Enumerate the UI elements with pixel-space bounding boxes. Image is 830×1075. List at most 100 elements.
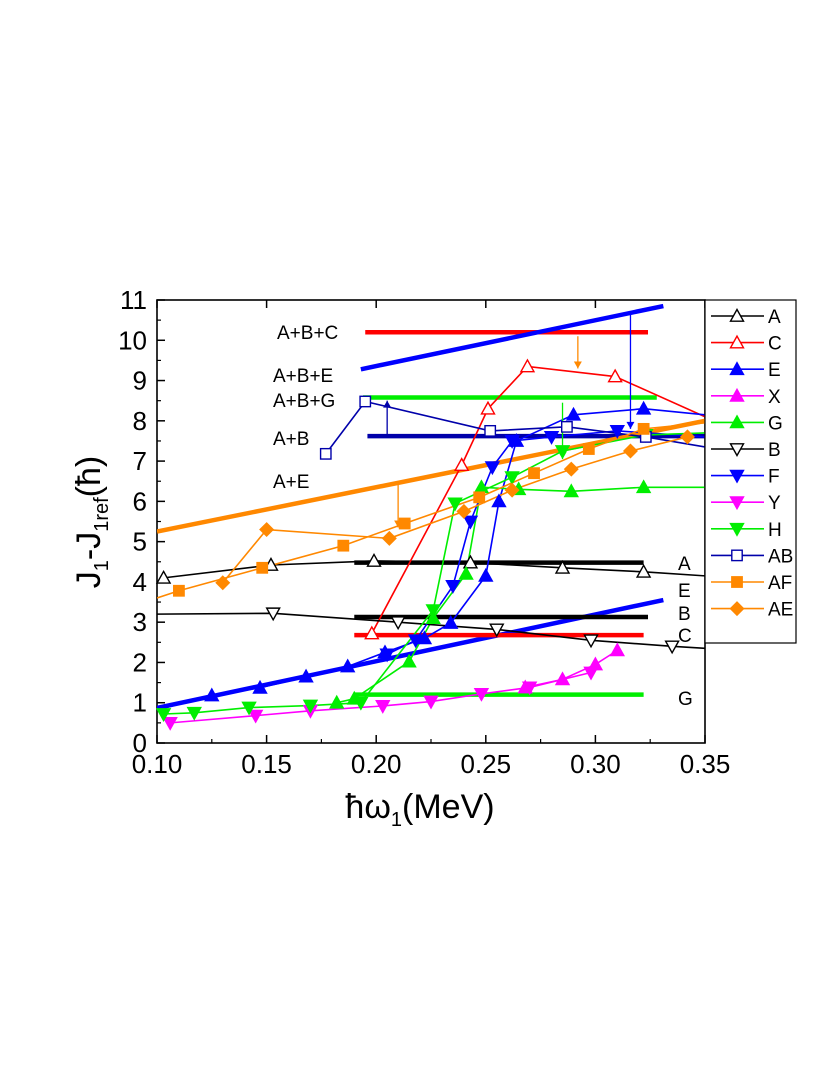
data-point-h xyxy=(554,445,571,459)
annotation-arrow-head xyxy=(383,400,392,408)
reference-label-g: G xyxy=(678,689,693,710)
data-point-e xyxy=(298,668,314,683)
data-point-af xyxy=(637,422,650,435)
data-point-y xyxy=(473,687,490,702)
data-point-f xyxy=(379,648,395,663)
data-point-a xyxy=(554,559,571,574)
data-point-a xyxy=(462,554,479,569)
data-point-ab xyxy=(359,395,372,408)
y-tick-label: 5 xyxy=(133,527,147,557)
data-point-g xyxy=(329,694,345,709)
legend-label-x: X xyxy=(768,387,781,408)
y-tick-label: 8 xyxy=(133,406,147,436)
legend-label-e: E xyxy=(768,360,781,381)
data-point-e xyxy=(252,679,268,694)
legend-label-f: F xyxy=(768,467,780,488)
legend-label-b: B xyxy=(768,440,781,461)
y-title-minus-j: -J xyxy=(70,532,108,560)
data-point-b xyxy=(583,634,599,649)
legend-marker-h xyxy=(729,522,745,537)
data-point-c xyxy=(607,368,623,383)
data-point-c xyxy=(364,625,380,640)
y-tick-label: 7 xyxy=(133,446,147,476)
series-line-c xyxy=(371,365,705,634)
axis-ticks: 0.10 0.15 0.20 0.25 0.30 0.35 0 1 2 3 4 5 6 7 8 9 10 11 xyxy=(118,285,730,779)
data-point-ae xyxy=(504,482,520,498)
x-tick-label: 0.10 xyxy=(132,749,183,779)
data-point-ab xyxy=(319,447,332,460)
y-tick-label: 11 xyxy=(120,285,147,315)
data-point-b xyxy=(664,640,680,655)
y-title-j1: J xyxy=(70,571,108,588)
data-point-x xyxy=(554,671,571,686)
data-point-f xyxy=(407,634,424,649)
data-point-e xyxy=(478,567,494,582)
data-point-y xyxy=(247,709,264,724)
series-line-ae xyxy=(222,436,688,584)
y-tick-label: 2 xyxy=(133,647,147,677)
data-point-h xyxy=(504,471,520,486)
data-point-g xyxy=(401,653,417,668)
data-point-ae xyxy=(679,429,695,445)
data-point-h xyxy=(186,706,202,721)
series-line-ab xyxy=(325,400,705,455)
legend-marker-b xyxy=(729,443,745,457)
legend-marker-c xyxy=(729,334,745,349)
legend-marker-af xyxy=(731,576,743,588)
reference-label-a-b: A+B xyxy=(273,429,309,450)
data-point-af xyxy=(582,443,595,455)
data-point-ab xyxy=(484,424,497,437)
data-point-f xyxy=(462,515,479,530)
series-markers xyxy=(155,358,695,731)
annotation-arrow-head xyxy=(626,421,635,429)
svg-text:J1-J1ref(ħ): J1-J1ref(ħ) xyxy=(70,456,113,588)
data-point-g xyxy=(458,565,474,580)
reference-label-a-b-e: A+B+E xyxy=(273,366,333,387)
data-point-b xyxy=(489,623,505,638)
data-point-h xyxy=(447,497,463,512)
legend-marker-a xyxy=(729,308,745,322)
data-point-y xyxy=(423,695,439,710)
data-point-a xyxy=(366,553,382,567)
data-point-ae xyxy=(259,522,275,538)
data-point-x xyxy=(609,642,626,657)
x-axis-title-main: ħω xyxy=(345,788,390,826)
y-title-sub2: 1ref xyxy=(91,497,113,532)
data-point-b xyxy=(390,616,406,631)
data-point-c xyxy=(453,457,470,472)
data-point-a xyxy=(155,569,172,584)
data-point-ae xyxy=(563,461,579,477)
annotation-arrow-head xyxy=(573,361,582,369)
y-title-sub1: 1 xyxy=(91,560,113,571)
x-tick-label: 0.15 xyxy=(241,749,292,779)
legend-marker-g xyxy=(729,414,745,429)
data-point-h xyxy=(241,701,257,716)
legend-label-y: Y xyxy=(768,493,781,514)
y-title-unit: (ħ) xyxy=(70,456,108,498)
y-tick-label: 3 xyxy=(133,607,147,637)
reference-lines xyxy=(157,303,705,711)
reference-label-b: B xyxy=(678,604,691,625)
legend-marker-x xyxy=(729,387,745,402)
data-point-af xyxy=(256,561,269,574)
x-tick-label: 0.30 xyxy=(570,749,621,779)
data-point-y xyxy=(162,716,178,731)
data-point-e xyxy=(340,658,356,673)
legend-label-ae: AE xyxy=(768,600,793,621)
data-point-af xyxy=(337,539,350,552)
x-tick-label: 0.35 xyxy=(680,749,731,779)
x-axis-title-unit: (MeV) xyxy=(402,788,495,826)
legend-label-a: A xyxy=(768,307,781,328)
reference-label-e: E xyxy=(678,581,691,602)
data-point-g xyxy=(635,479,652,494)
data-point-c xyxy=(519,358,536,373)
reference-label-a: A xyxy=(678,554,691,575)
legend-marker-e xyxy=(729,361,745,376)
data-point-b xyxy=(265,607,281,622)
reference-line-a-b-e xyxy=(360,303,664,372)
y-tick-label: 1 xyxy=(133,688,147,718)
y-axis-title: J1-J1ref(ħ) xyxy=(70,456,113,588)
data-point-ab xyxy=(561,420,573,433)
data-point-e xyxy=(635,400,652,415)
